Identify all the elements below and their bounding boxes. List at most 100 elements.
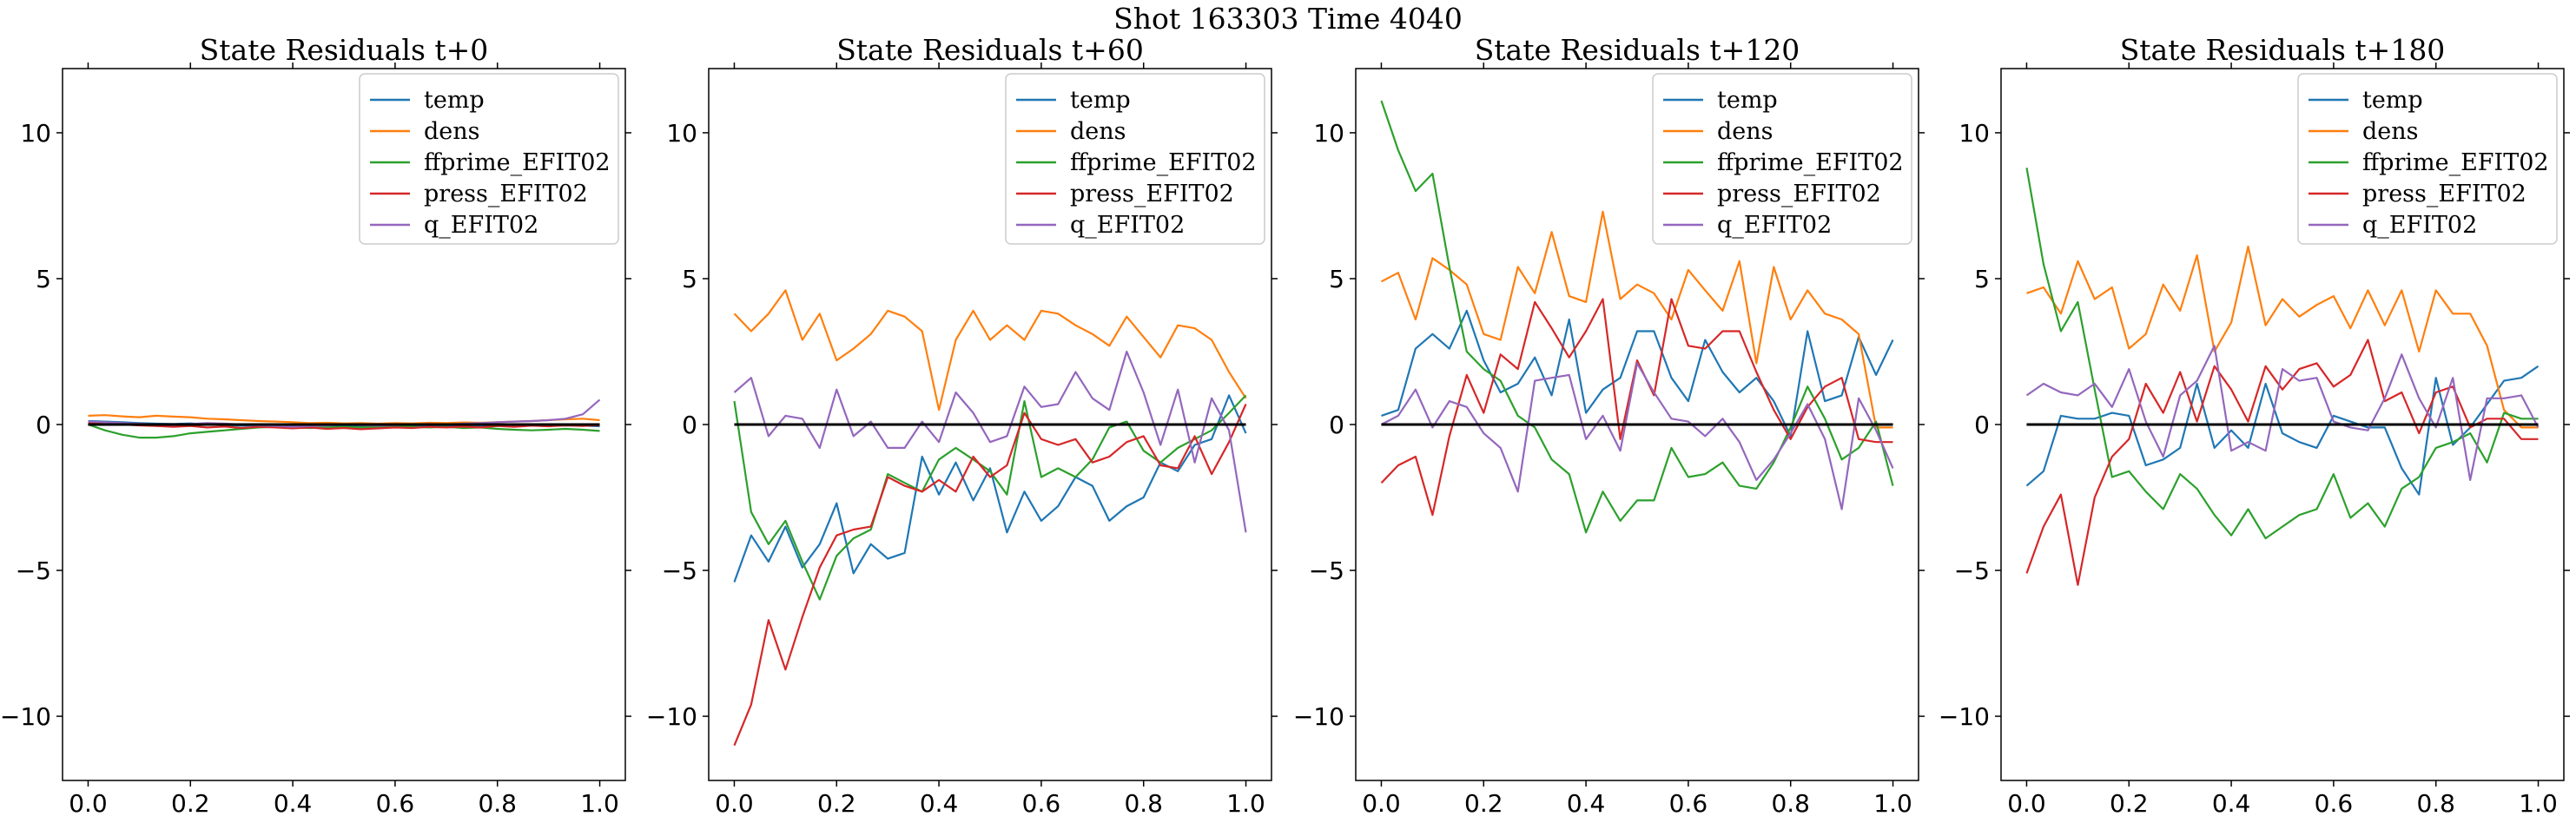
series-line-q-efit02 (1380, 362, 1894, 510)
series-line-ffprime-efit02 (1380, 100, 1894, 534)
x-tick-label: 0.0 (715, 789, 754, 818)
legend-label: ffprime_EFIT02 (1717, 149, 1904, 176)
x-tick-label: 1.0 (2519, 789, 2558, 818)
legend-label: temp (2362, 87, 2423, 114)
x-tick-label: 0.0 (1362, 789, 1401, 818)
x-tick-label: 0.0 (2007, 789, 2046, 818)
x-tick-label: 0.4 (1567, 789, 1606, 818)
y-tick-label: −5 (1954, 556, 1990, 585)
legend-label: ffprime_EFIT02 (1070, 149, 1257, 176)
legend-label: press_EFIT02 (2362, 181, 2526, 207)
series-line-press-efit02 (2025, 339, 2539, 586)
legend-label: q_EFIT02 (1070, 212, 1185, 239)
y-tick-label: 5 (36, 265, 51, 293)
x-tick-label: 0.8 (1771, 789, 1810, 818)
x-tick-label: 0.8 (1124, 789, 1163, 818)
x-tick-label: 0.6 (376, 789, 415, 818)
x-tick-label: 0.0 (69, 789, 108, 818)
y-tick-label: 5 (682, 265, 697, 293)
series-line-temp (2025, 365, 2540, 496)
legend-box (359, 73, 619, 245)
x-tick-label: 0.2 (2110, 789, 2149, 818)
x-tick-label: 0.2 (1464, 789, 1503, 818)
legend-label: q_EFIT02 (424, 212, 538, 239)
legend-label: ffprime_EFIT02 (2362, 149, 2549, 176)
legend-label: dens (424, 118, 480, 145)
x-tick-label: 0.4 (274, 789, 313, 818)
legend-label: dens (1070, 118, 1126, 145)
axes-frame (708, 68, 1272, 781)
legend-label: temp (1717, 87, 1778, 114)
series-line-q-efit02 (2025, 345, 2540, 482)
subplot-title: State Residuals t+120 (1475, 33, 1800, 67)
y-tick-label: 10 (1958, 119, 1990, 148)
x-tick-label: 0.6 (1022, 789, 1061, 818)
series-line-temp (1381, 309, 1894, 438)
axes-frame (62, 68, 626, 781)
x-tick-label: 1.0 (1226, 789, 1265, 818)
y-tick-label: 0 (1974, 411, 1990, 439)
plot-area (88, 398, 601, 439)
subplot-panels: State Residuals t+0 0.0 0.2 0.4 0.6 0.8 1.0 −10… (0, 33, 2570, 818)
y-tick-label: −5 (16, 556, 51, 585)
subplot-title: State Residuals t+180 (2120, 33, 2446, 67)
series-line-press-efit02 (88, 422, 600, 431)
series-line-q-efit02 (733, 350, 1247, 533)
y-tick-label: 0 (36, 411, 51, 439)
legend: temp dens ffprime_EFIT02 press_EFIT02 q_EFIT… (2297, 73, 2558, 245)
x-tick-label: 0.4 (2212, 789, 2251, 818)
plot-area (733, 289, 1247, 747)
y-tick-label: −10 (0, 702, 51, 731)
y-tick-label: −10 (1939, 702, 1990, 731)
legend-label: ffprime_EFIT02 (424, 149, 611, 176)
subplot-1: State Residuals t+0 0.0 0.2 0.4 0.6 0.8 1.0 −10… (0, 33, 631, 818)
figure-suptitle: Shot 163303 Time 4040 (1113, 2, 1463, 36)
x-tick-label: 0.8 (2416, 789, 2455, 818)
legend-label: temp (424, 87, 485, 114)
legend-box (1652, 73, 1912, 245)
series-line-ffprime-efit02 (88, 423, 600, 439)
plot-area (1380, 100, 1894, 534)
legend-box (2297, 73, 2558, 245)
legend-label: dens (1717, 118, 1773, 145)
x-tick-label: 0.6 (2315, 789, 2354, 818)
y-tick-label: 10 (20, 119, 51, 148)
series-line-dens (1380, 210, 1893, 429)
x-tick-label: 0.4 (920, 789, 959, 818)
subplot-title: State Residuals t+60 (836, 33, 1144, 67)
legend-label: temp (1070, 87, 1131, 114)
y-tick-label: −10 (1293, 702, 1344, 731)
legend-label: press_EFIT02 (1070, 181, 1234, 207)
series-line-ffprime-efit02 (2025, 168, 2539, 540)
x-tick-label: 0.2 (171, 789, 210, 818)
x-tick-label: 0.6 (1669, 789, 1708, 818)
y-tick-label: 10 (1313, 119, 1344, 148)
y-tick-label: 5 (1329, 265, 1344, 293)
legend-box (1005, 73, 1265, 245)
legend-label: dens (2362, 118, 2419, 145)
axes-frame (2000, 68, 2565, 781)
plot-area (2025, 168, 2540, 586)
y-tick-label: −10 (646, 702, 697, 731)
legend-label: q_EFIT02 (1717, 212, 1832, 239)
subplot-3: State Residuals t+120 0.0 0.2 0.4 0.6 0.8 1.0 −… (1293, 33, 1925, 818)
x-tick-label: 1.0 (580, 789, 619, 818)
y-tick-label: 10 (666, 119, 697, 148)
series-line-dens (88, 414, 600, 425)
legend-label: press_EFIT02 (424, 181, 588, 207)
series-line-dens (733, 289, 1247, 412)
x-tick-label: 0.2 (817, 789, 856, 818)
legend-label: q_EFIT02 (2362, 212, 2477, 239)
legend: temp dens ffprime_EFIT02 press_EFIT02 q_EFIT… (359, 73, 619, 245)
subplot-2: State Residuals t+60 0.0 0.2 0.4 0.6 0.8 1.0 −1… (646, 33, 1278, 818)
series-line-press-efit02 (1380, 298, 1893, 517)
legend: temp dens ffprime_EFIT02 press_EFIT02 q_EFIT… (1652, 73, 1912, 245)
x-tick-label: 1.0 (1873, 789, 1912, 818)
y-tick-label: −5 (1309, 556, 1344, 585)
x-tick-label: 0.8 (478, 789, 517, 818)
series-line-press-efit02 (733, 404, 1247, 747)
y-tick-label: 5 (1974, 265, 1990, 293)
y-tick-label: 0 (682, 411, 697, 439)
subplot-4: State Residuals t+180 0.0 0.2 0.4 0.6 0.8 1.0 −… (1939, 33, 2570, 818)
